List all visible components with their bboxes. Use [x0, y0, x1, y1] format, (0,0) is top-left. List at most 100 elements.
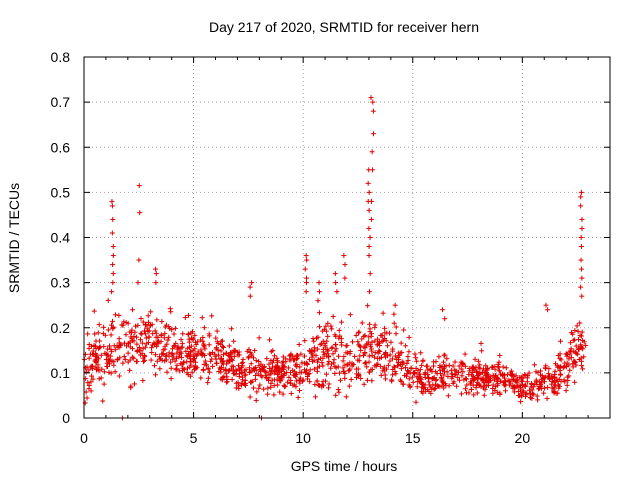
data-point: [131, 381, 137, 387]
data-point: [324, 353, 330, 359]
data-point: [390, 346, 396, 352]
data-point: [405, 354, 411, 360]
data-point: [495, 375, 501, 381]
data-point: [328, 323, 334, 329]
data-point: [312, 382, 318, 388]
data-point: [101, 324, 107, 330]
data-point: [328, 361, 334, 367]
data-point: [566, 356, 572, 362]
data-point: [233, 380, 239, 386]
data-point-spike: [367, 289, 373, 295]
data-point: [273, 363, 279, 369]
data-point: [248, 361, 254, 367]
data-point: [298, 351, 304, 357]
data-point: [562, 379, 568, 385]
data-point: [148, 309, 154, 315]
data-point-spike: [578, 235, 584, 240]
data-point: [359, 336, 365, 342]
data-point: [242, 382, 248, 388]
data-point: [545, 371, 551, 377]
data-point: [209, 313, 215, 319]
data-point: [180, 331, 186, 337]
data-point: [315, 382, 321, 388]
y-tick-label: 0.5: [51, 184, 71, 200]
data-point: [338, 336, 344, 342]
data-point-spike: [579, 275, 585, 281]
data-point: [242, 377, 248, 383]
data-point: [198, 375, 204, 381]
data-point: [398, 366, 404, 372]
data-point: [281, 382, 287, 388]
data-point: [240, 377, 246, 383]
data-point: [323, 323, 329, 329]
data-point: [106, 343, 112, 349]
data-point: [269, 368, 275, 374]
data-point: [375, 350, 381, 356]
data-point: [426, 379, 432, 385]
data-point: [187, 364, 193, 370]
data-point: [493, 373, 499, 379]
x-tick-labels: 0 5 10 15 20: [80, 430, 530, 446]
data-point: [159, 319, 165, 325]
data-point: [106, 369, 112, 375]
data-point: [293, 371, 299, 377]
data-point: [579, 363, 585, 369]
data-point: [120, 322, 126, 328]
data-point: [294, 355, 300, 361]
data-point-spike: [303, 289, 309, 295]
data-point: [101, 381, 107, 387]
data-point: [325, 320, 331, 326]
data-point: [251, 367, 257, 373]
data-point: [248, 380, 254, 386]
data-point: [378, 372, 384, 378]
data-point: [341, 354, 347, 360]
data-point-spike: [579, 225, 585, 231]
data-point: [167, 326, 173, 332]
data-point: [380, 310, 386, 316]
data-point-spike: [367, 271, 373, 277]
data-point: [110, 324, 116, 330]
data-point: [238, 365, 244, 371]
data-point: [317, 324, 323, 330]
data-point: [325, 385, 331, 391]
data-point: [105, 297, 111, 303]
data-point-spike: [109, 203, 115, 209]
data-point: [253, 365, 259, 371]
data-point: [362, 360, 368, 366]
data-point: [534, 379, 540, 385]
data-point: [305, 376, 311, 382]
data-point-spike: [110, 280, 116, 286]
data-point: [495, 382, 501, 388]
data-point: [145, 340, 151, 346]
data-point-spike: [578, 257, 584, 263]
data-point: [353, 332, 359, 338]
data-point: [296, 342, 302, 348]
data-point: [164, 369, 170, 375]
data-point: [437, 367, 443, 373]
data-point-spike: [366, 253, 372, 259]
data-point: [315, 357, 321, 363]
data-point: [174, 350, 180, 356]
data-point: [169, 351, 175, 357]
data-point: [302, 338, 308, 344]
data-point: [134, 341, 140, 347]
data-point: [363, 360, 369, 366]
data-point: [177, 352, 183, 358]
data-point: [109, 318, 115, 324]
data-point: [538, 381, 544, 387]
data-point: [171, 343, 177, 349]
data-point: [551, 375, 557, 381]
data-point: [568, 340, 574, 346]
data-point: [223, 361, 229, 367]
data-point: [193, 366, 199, 372]
data-point: [166, 350, 172, 356]
data-point: [509, 376, 515, 382]
data-point: [319, 384, 325, 390]
data-point: [474, 382, 480, 388]
data-point: [422, 372, 428, 378]
data-point: [269, 377, 275, 383]
data-point-spike: [153, 271, 159, 277]
data-point: [429, 386, 435, 392]
data-point: [314, 378, 320, 384]
data-point: [410, 379, 416, 385]
